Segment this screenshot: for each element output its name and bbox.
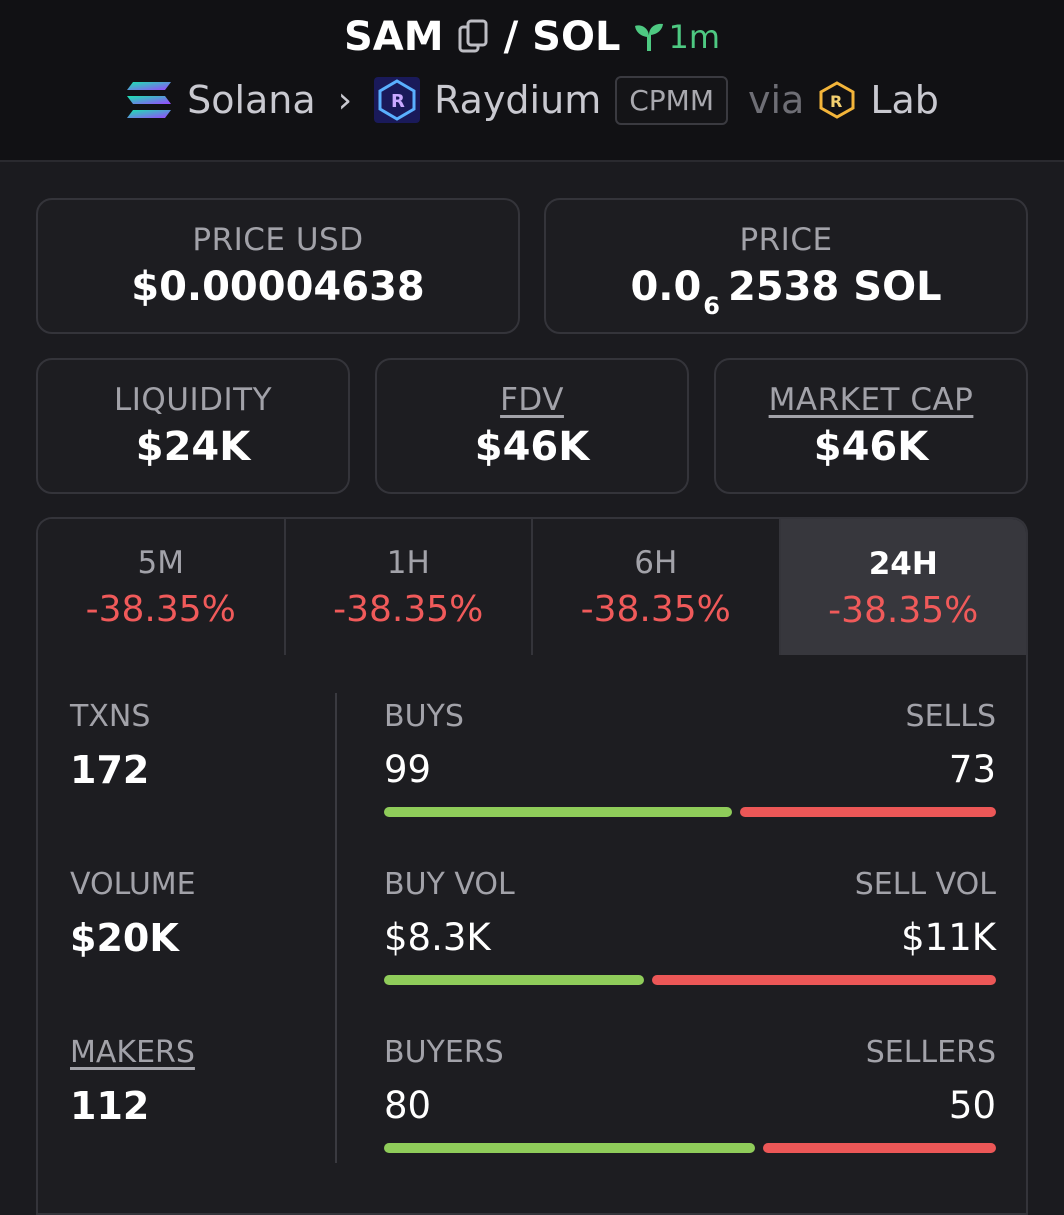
svg-text:R: R xyxy=(391,91,405,112)
buyers-label: BUYERS xyxy=(384,1035,504,1070)
buys-label: BUYS xyxy=(384,699,464,734)
buy-share-fill xyxy=(384,975,644,985)
price-native-card: PRICE 0.06 2538 SOL xyxy=(544,198,1028,334)
market-cap-card: MARKET CAP $46K xyxy=(714,358,1028,494)
pool-type-badge: CPMM xyxy=(615,75,728,125)
makers-value: 112 xyxy=(70,1084,150,1128)
market-cap-label[interactable]: MARKET CAP xyxy=(768,382,974,418)
buys-sells-bar xyxy=(384,807,996,817)
sell-share-fill xyxy=(763,1143,996,1153)
price-native-label: PRICE xyxy=(739,222,833,258)
stats-divider xyxy=(335,693,337,1163)
sell-share-fill xyxy=(651,975,996,985)
price-change: -38.35% xyxy=(580,588,731,630)
liquidity-value: $24K xyxy=(135,424,251,470)
fdv-card: FDV $46K xyxy=(375,358,689,494)
tab-24h[interactable]: 24H -38.35% xyxy=(780,519,1026,657)
price-native-prefix: 0.0 xyxy=(630,264,702,310)
volume-stat: VOLUME $20K xyxy=(70,867,196,960)
price-change: -38.35% xyxy=(333,588,484,630)
txns-label: TXNS xyxy=(70,699,151,734)
volume-value: $20K xyxy=(70,916,179,960)
sellers-label: SELLERS xyxy=(865,1035,996,1070)
liquidity-label: LIQUIDITY xyxy=(113,382,273,418)
dex-name[interactable]: Raydium xyxy=(434,78,602,122)
seedling-icon xyxy=(635,23,664,51)
tab-label: 5M xyxy=(137,544,184,581)
buy-vol-value: $8.3K xyxy=(384,916,491,959)
base-token-symbol: SAM xyxy=(343,14,444,60)
price-change: -38.35% xyxy=(85,588,236,630)
market-cap-value: $46K xyxy=(813,424,929,470)
buy-share-fill xyxy=(384,807,732,817)
buyers-value: 80 xyxy=(384,1084,432,1127)
copy-icon[interactable] xyxy=(458,19,490,55)
tab-label: 1H xyxy=(386,544,430,581)
svg-text:R: R xyxy=(830,92,842,111)
sells-label: SELLS xyxy=(905,699,996,734)
pair-route: Solana › R Raydium CPMM via R Lab xyxy=(0,72,1064,128)
pair-age: 1m xyxy=(634,18,720,56)
pair-title: SAM / SOL 1m xyxy=(0,10,1064,64)
price-change: -38.35% xyxy=(828,589,979,631)
via-label: via xyxy=(747,78,805,122)
txns-stat: TXNS 172 xyxy=(70,699,150,792)
timeframe-tabs: 5M -38.35% 1H -38.35% 6H -38.35% 24H -38… xyxy=(36,517,1028,657)
tab-6h[interactable]: 6H -38.35% xyxy=(533,519,781,657)
price-usd-card: PRICE USD $0.00004638 xyxy=(36,198,520,334)
chevron-right-icon: › xyxy=(337,79,353,121)
stats-panel: TXNS 172 VOLUME $20K MAKERS 112 BUYS SEL… xyxy=(36,655,1028,1215)
volume-label: VOLUME xyxy=(70,867,196,902)
sellers-value: 50 xyxy=(948,1084,996,1127)
buyers-sellers-bar xyxy=(384,1143,996,1153)
txns-value: 172 xyxy=(70,748,150,792)
pair-age-value: 1m xyxy=(668,18,721,56)
quote-token-symbol: SOL xyxy=(532,14,621,60)
pair-separator: / xyxy=(503,14,519,60)
tab-label: 24H xyxy=(868,545,938,582)
buys-sells-group: BUYS SELLS 99 73 xyxy=(384,699,996,817)
tab-1h[interactable]: 1H -38.35% xyxy=(285,519,533,657)
buy-share-fill xyxy=(384,1143,756,1153)
buyers-sellers-group: BUYERS SELLERS 80 50 xyxy=(384,1035,996,1153)
sell-share-fill xyxy=(739,807,996,817)
price-native-value: 0.06 2538 SOL xyxy=(630,264,942,320)
buys-value: 99 xyxy=(384,748,432,791)
makers-stat: MAKERS 112 xyxy=(70,1035,195,1128)
pair-header: SAM / SOL 1m xyxy=(0,0,1064,162)
price-native-suffix: 2538 SOL xyxy=(728,264,942,310)
launchpad-name[interactable]: Lab xyxy=(870,78,939,122)
lab-logo-icon: R xyxy=(819,81,855,119)
price-native-zero-count: 6 xyxy=(703,292,720,320)
buy-sell-volume-bar xyxy=(384,975,996,985)
sell-vol-value: $11K xyxy=(901,916,996,959)
price-usd-label: PRICE USD xyxy=(192,222,364,258)
price-usd-value: $0.00004638 xyxy=(131,264,425,310)
liquidity-card: LIQUIDITY $24K xyxy=(36,358,350,494)
tab-5m[interactable]: 5M -38.35% xyxy=(38,519,286,657)
tab-label: 6H xyxy=(634,544,678,581)
makers-label[interactable]: MAKERS xyxy=(70,1035,195,1070)
sell-vol-label: SELL VOL xyxy=(854,867,996,902)
fdv-value: $46K xyxy=(474,424,590,470)
sells-value: 73 xyxy=(948,748,996,791)
solana-logo-icon xyxy=(127,82,172,118)
fdv-label[interactable]: FDV xyxy=(500,382,564,418)
raydium-logo-icon: R xyxy=(374,77,421,123)
chain-name[interactable]: Solana xyxy=(187,78,316,122)
buy-sell-volume-group: BUY VOL SELL VOL $8.3K $11K xyxy=(384,867,996,985)
buy-vol-label: BUY VOL xyxy=(384,867,515,902)
